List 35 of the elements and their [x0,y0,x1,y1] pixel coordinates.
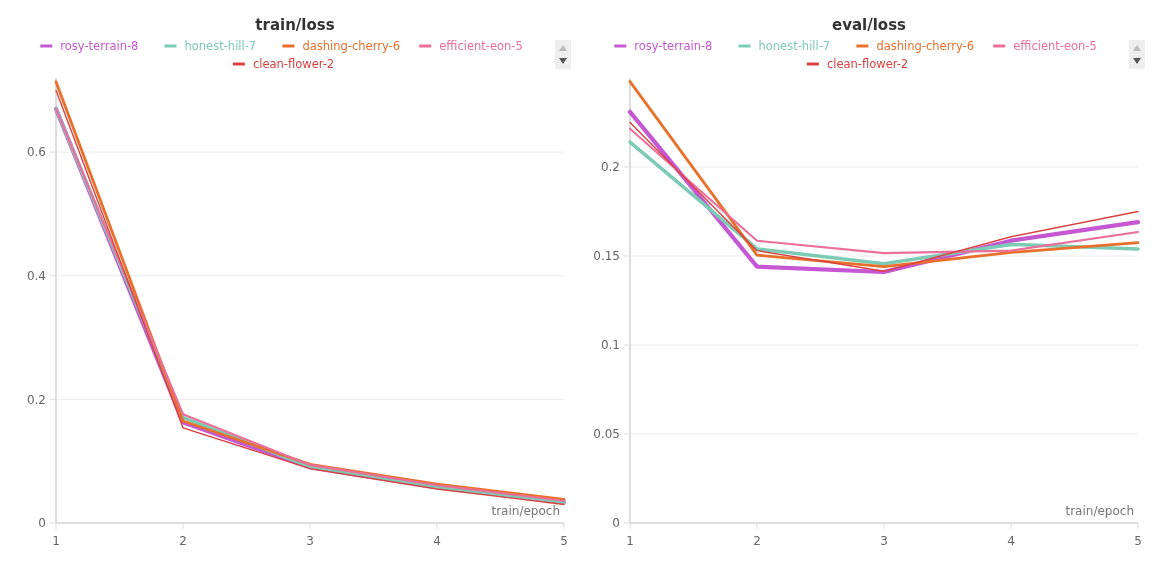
y-tick-label: 0.2 [600,160,620,175]
chart-title: train/loss [255,16,335,34]
x-tick-label: 1 [52,534,60,548]
y-tick-label: 0.15 [593,249,620,264]
x-tick-label: 5 [1134,534,1142,548]
y-tick-label: 0.6 [26,145,46,160]
line-series [628,80,1140,269]
x-axis-title: train/epoch [1065,504,1134,518]
y-tick-label: 0.4 [26,268,46,283]
x-tick-label: 5 [560,534,568,548]
legend-label: efficient-eon-5 [439,39,523,53]
x-tick-label: 4 [433,534,441,548]
legend-label: rosy-terrain-8 [60,39,139,53]
legend-label: clean-flower-2 [826,57,909,71]
line-series [628,127,1140,255]
legend-label: rosy-terrain-8 [634,39,713,53]
x-axis-title: train/epoch [491,504,560,518]
x-tick-label: 2 [179,534,187,548]
legend-label: dashing-cherry-6 [876,39,974,53]
legend-label: honest-hill-7 [758,39,831,53]
x-tick-label: 4 [1007,534,1015,548]
x-tick-label: 3 [880,534,888,548]
y-tick-label: 0 [612,516,620,531]
legend-label: efficient-eon-5 [1013,39,1097,53]
legend-label: dashing-cherry-6 [302,39,400,53]
x-tick-label: 3 [306,534,314,548]
y-tick-label: 0.1 [600,338,620,353]
legend-label: clean-flower-2 [252,57,335,71]
chart-title: eval/loss [832,16,907,34]
y-tick-label: 0.2 [26,392,46,407]
legend-label: honest-hill-7 [184,39,257,53]
y-tick-label: 0.05 [593,427,620,442]
x-tick-label: 2 [753,534,761,548]
y-tick-label: 0 [38,516,46,531]
x-tick-label: 1 [626,534,634,548]
